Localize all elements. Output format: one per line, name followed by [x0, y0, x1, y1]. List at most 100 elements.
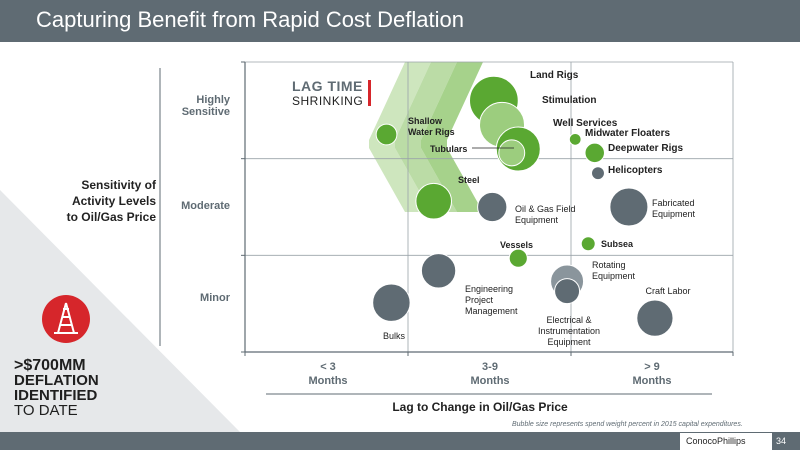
lag-time-chevrons: [369, 62, 483, 212]
label-shallow-water-rigs: Shallow Water Rigs: [408, 116, 455, 137]
label-line: Equipment: [652, 209, 696, 219]
label-line: Vessels: [500, 240, 533, 250]
label-engineering-project-management: Engineering Project Management: [465, 284, 518, 316]
lag-chevron-2: [395, 62, 457, 212]
bubble-series: [372, 75, 674, 337]
bubble-deepwater-rigs: [584, 142, 605, 164]
label-line: Equipment: [515, 215, 559, 225]
label-subsea: Subsea: [601, 239, 634, 249]
oil-derrick-icon: [42, 295, 90, 343]
bubble-size-footnote: Bubble size represents spend weight perc…: [512, 421, 743, 428]
x-tick-mid-line1: 3-9: [482, 361, 498, 373]
bubble-tubulars: [498, 139, 526, 167]
lag-time-label: LAG TIME SHRINKING: [292, 78, 371, 108]
label-line: Equipment: [592, 271, 636, 281]
label-line: Equipment: [547, 337, 591, 347]
y-tick-minor-line1: Minor: [200, 292, 230, 304]
label-line: Tubulars: [430, 144, 467, 154]
y-tick-moderate-line1: Moderate: [181, 200, 230, 212]
x-tick-long-line1: > 9: [644, 361, 660, 373]
bubble-labels: Land Rigs Stimulation Well Services Tubular…: [383, 70, 696, 347]
page-number: 34: [776, 436, 787, 446]
chart-grid: [159, 61, 734, 395]
label-deepwater-rigs: Deepwater Rigs: [608, 143, 683, 154]
bubble-vessels: [508, 248, 528, 268]
callout-line2: DEFLATION: [14, 372, 99, 389]
x-tick-mid-line2: Months: [470, 375, 510, 387]
label-electrical-instrumentation-equipment: Electrical & Instrumentation Equipment: [538, 315, 600, 347]
label-steel: Steel: [458, 175, 480, 185]
label-line: Shallow: [408, 116, 443, 126]
label-line: Land Rigs: [530, 70, 579, 81]
label-line: Helicopters: [608, 165, 663, 176]
lag-chevron-1: [369, 62, 431, 212]
label-line: Fabricated: [652, 198, 695, 208]
callout-line3: IDENTIFIED: [14, 387, 98, 404]
company-logo: ConocoPhillips: [686, 436, 746, 446]
x-tick-label-short: < 3 Months: [288, 360, 368, 388]
label-line: Subsea: [601, 239, 634, 249]
callout-line1: >$700MM: [14, 357, 86, 374]
label-line: Project: [465, 295, 494, 305]
label-line: Engineering: [465, 284, 513, 294]
y-axis-title-line1: Sensitivity of: [81, 178, 156, 192]
label-rotating-equipment: Rotating Equipment: [592, 260, 636, 281]
logo-box: [680, 433, 772, 450]
bubble-shallow-water-rigs: [375, 123, 398, 146]
label-craft-labor: Craft Labor: [645, 286, 690, 296]
x-tick-short-line2: Months: [308, 375, 348, 387]
label-line: Management: [465, 306, 518, 316]
label-midwater-floaters: Midwater Floaters: [585, 128, 670, 139]
callout-line4: TO DATE: [14, 402, 78, 419]
x-tick-short-line1: < 3: [320, 361, 336, 373]
label-line: Steel: [458, 175, 480, 185]
bubble-midwater-floaters: [568, 132, 582, 146]
bubble-steel: [415, 182, 453, 220]
bubble-craft-labor: [636, 299, 674, 337]
label-line: Well Services: [553, 118, 618, 129]
y-axis-title: Sensitivity of Activity Levels to Oil/Ga…: [56, 177, 156, 225]
x-tick-label-long: > 9 Months: [612, 360, 692, 388]
lag-time-accent: [368, 80, 371, 106]
label-line: Craft Labor: [645, 286, 690, 296]
label-land-rigs: Land Rigs: [530, 70, 579, 81]
label-bulks: Bulks: [383, 331, 406, 341]
lag-time-line1: LAG TIME: [292, 78, 363, 94]
bubble-electrical-instrumentation-equipment: [554, 278, 581, 305]
label-line: Stimulation: [542, 95, 596, 106]
bubble-fabricated-equipment: [609, 187, 649, 227]
x-axis-title: Lag to Change in Oil/Gas Price: [392, 400, 568, 414]
footer-bar: [0, 432, 800, 450]
label-line: Oil & Gas Field: [515, 204, 576, 214]
y-tick-high-line1: Highly: [196, 94, 230, 106]
label-line: Deepwater Rigs: [608, 143, 683, 154]
title-bar: Capturing Benefit from Rapid Cost Deflat…: [0, 0, 800, 42]
y-axis-title-line2: Activity Levels: [71, 194, 156, 208]
lag-chevron-3: [421, 62, 483, 212]
label-tubulars: Tubulars: [430, 144, 467, 154]
bubble-oil-gas-field-equipment: [477, 191, 508, 223]
lag-time-line2: SHRINKING: [292, 94, 364, 108]
label-vessels: Vessels: [500, 240, 533, 250]
y-tick-label-moderate: Moderate: [160, 200, 230, 212]
label-oil-gas-field-equipment: Oil & Gas Field Equipment: [515, 204, 576, 225]
label-line: Water Rigs: [408, 127, 455, 137]
y-axis-title-line3: to Oil/Gas Price: [66, 210, 156, 224]
label-stimulation: Stimulation: [542, 95, 596, 106]
y-tick-label-minor: Minor: [160, 292, 230, 304]
bubble-bulks: [372, 283, 411, 322]
x-tick-long-line2: Months: [632, 375, 672, 387]
bubble-subsea: [580, 236, 596, 252]
label-helicopters: Helicopters: [608, 165, 663, 176]
label-line: Bulks: [383, 331, 406, 341]
label-line: Rotating: [592, 260, 626, 270]
label-well-services: Well Services: [553, 118, 618, 129]
label-line: Instrumentation: [538, 326, 600, 336]
deflation-callout: >$700MM DEFLATION IDENTIFIED TO DATE: [14, 357, 99, 419]
decorative-triangle: [0, 190, 240, 432]
y-tick-label-high: Highly Sensitive: [160, 94, 230, 118]
bubble-engineering-project-management: [420, 253, 457, 289]
x-tick-label-mid: 3-9 Months: [450, 360, 530, 388]
label-line: Electrical &: [546, 315, 591, 325]
